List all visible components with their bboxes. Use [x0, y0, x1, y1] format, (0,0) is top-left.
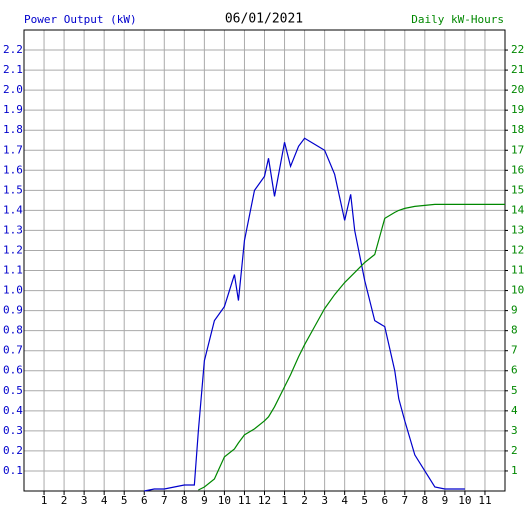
y2-tick-label: 19	[511, 103, 524, 116]
y2-tick-label: 20	[511, 83, 524, 96]
x-tick-label: 6	[141, 494, 148, 507]
x-tick-label: 1	[281, 494, 288, 507]
y-tick-label: 2.0	[3, 83, 23, 96]
y-tick-label: 1.3	[3, 223, 23, 236]
x-tick-label: 9	[442, 494, 449, 507]
y-tick-label: 0.3	[3, 424, 23, 437]
plot-border	[23, 29, 506, 492]
y2-tick-label: 7	[511, 344, 518, 357]
y2-tick-label: 17	[511, 143, 524, 156]
y-tick-label: 2.1	[3, 63, 23, 76]
x-tick-label: 2	[301, 494, 308, 507]
y-tick-label: 1.4	[3, 203, 23, 216]
x-tick-label: 8	[422, 494, 429, 507]
y-tick-label: 1.5	[3, 183, 23, 196]
x-tick-label: 6	[381, 494, 388, 507]
x-tick-label: 4	[101, 494, 108, 507]
x-tick-label: 12	[258, 494, 271, 507]
y-tick-label: 1.7	[3, 143, 23, 156]
y2-tick-label: 22	[511, 43, 524, 56]
x-tick-label: 3	[321, 494, 328, 507]
y2-tick-label: 2	[511, 444, 518, 457]
y-tick-label: 0.6	[3, 364, 23, 377]
y-tick-label: 1.1	[3, 264, 23, 277]
y-tick-label: 0.7	[3, 344, 23, 357]
x-tick-label: 5	[121, 494, 128, 507]
x-tick-label: 10	[218, 494, 231, 507]
x-tick-label: 2	[61, 494, 68, 507]
y2-tick-label: 3	[511, 424, 518, 437]
y2-tick-label: 14	[511, 203, 525, 216]
data-line	[144, 137, 465, 492]
y-tick-label: 0.4	[3, 404, 23, 417]
x-tick-label: 11	[238, 494, 251, 507]
y2-tick-label: 9	[511, 304, 518, 317]
y2-tick-label: 10	[511, 284, 524, 297]
y-tick-label: 2.2	[3, 43, 23, 56]
x-tick-label: 7	[401, 494, 408, 507]
y2-tick-label: 5	[511, 384, 518, 397]
x-tick-label: 10	[458, 494, 471, 507]
x-tick-label: 1	[41, 494, 48, 507]
y2-tick-label: 11	[511, 264, 524, 277]
x-tick-label: 9	[201, 494, 208, 507]
y-tick-label: 1.0	[3, 284, 23, 297]
y2-tick-label: 6	[511, 364, 518, 377]
x-tick-label: 4	[341, 494, 348, 507]
y-tick-label: 0.2	[3, 444, 23, 457]
y-tick-label: 1.6	[3, 163, 23, 176]
y-tick-label: 0.9	[3, 304, 23, 317]
y2-tick-label: 8	[511, 324, 518, 337]
y-tick-label: 0.8	[3, 324, 23, 337]
y-tick-label: 1.8	[3, 123, 23, 136]
y2-tick-label: 1	[511, 464, 518, 477]
y-tick-label: 1.9	[3, 103, 23, 116]
x-tick-label: 3	[81, 494, 88, 507]
y2-tick-label: 4	[511, 404, 518, 417]
data-line	[198, 203, 505, 491]
y2-axis-label: Daily kW-Hours	[411, 13, 504, 26]
y-axis-label: Power Output (kW)	[24, 13, 137, 26]
y2-tick-label: 21	[511, 63, 524, 76]
y-tick-label: 1.2	[3, 243, 23, 256]
y2-tick-label: 16	[511, 163, 524, 176]
chart-title: 06/01/2021	[225, 12, 303, 27]
y-tick-label: 0.1	[3, 464, 23, 477]
y2-tick-label: 18	[511, 123, 524, 136]
y2-tick-label: 12	[511, 243, 524, 256]
x-tick-label: 7	[161, 494, 168, 507]
y-tick-label: 0.5	[3, 384, 23, 397]
x-tick-label: 11	[478, 494, 491, 507]
x-tick-label: 5	[361, 494, 368, 507]
y2-tick-label: 13	[511, 223, 524, 236]
x-tick-label: 8	[181, 494, 188, 507]
y2-tick-label: 15	[511, 183, 524, 196]
